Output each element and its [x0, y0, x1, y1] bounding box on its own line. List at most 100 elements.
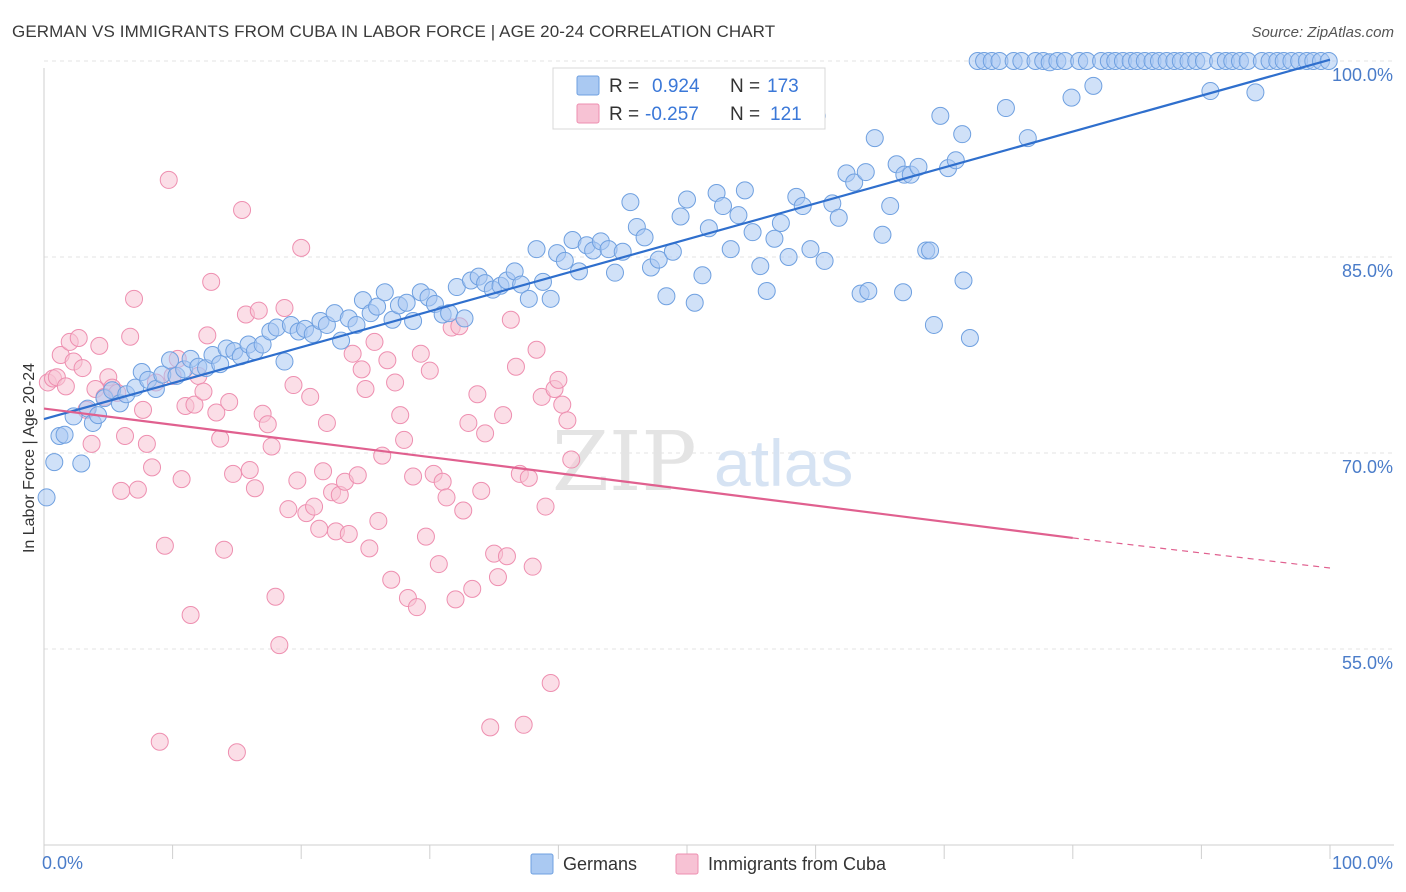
cuba-point-82: [391, 406, 410, 425]
german-point-113: [845, 173, 864, 192]
cuba-point-52: [262, 437, 281, 456]
cuba-point-31: [172, 470, 191, 489]
cuba-point-12: [90, 336, 109, 355]
x-tick-label-min: 0.0%: [42, 853, 83, 873]
cuba-point-71: [343, 344, 362, 363]
german-point-71: [541, 289, 560, 308]
cuba-point-83: [395, 430, 414, 449]
german-point-73: [555, 251, 574, 270]
german-point-99: [743, 223, 762, 242]
chart-title: GERMAN VS IMMIGRANTS FROM CUBA IN LABOR …: [12, 22, 776, 41]
german-point-68: [519, 289, 538, 308]
german-point-102: [765, 229, 784, 248]
cuba-point-20: [125, 289, 144, 308]
legend-swatch-cuba: [576, 103, 600, 124]
german-point-115: [859, 281, 878, 300]
cuba-point-121: [558, 411, 577, 430]
cuba-point-19: [121, 327, 140, 346]
bottom-legend-swatch-germans: [530, 853, 554, 875]
cuba-point-81: [386, 373, 405, 392]
cuba-point-88: [416, 527, 435, 546]
german-point-125: [931, 106, 950, 125]
cuba-point-72: [348, 466, 367, 485]
cuba-point-73: [352, 360, 371, 379]
german-point-111: [829, 208, 848, 227]
cuba-point-79: [378, 351, 397, 370]
cuba-point-48: [245, 479, 264, 498]
cuba-point-18: [116, 427, 135, 446]
cuba-point-89: [420, 361, 439, 380]
german-point-134: [996, 99, 1015, 118]
cuba-point-24: [143, 458, 162, 477]
german-point-80: [605, 263, 624, 282]
german-point-146: [1084, 76, 1103, 95]
german-point-89: [671, 207, 690, 226]
cuba-point-98: [459, 413, 478, 432]
cuba-point-97: [454, 501, 473, 520]
german-point-97: [729, 206, 748, 225]
german-point-84: [635, 228, 654, 247]
german-point-168: [1246, 83, 1265, 102]
legend-n-value-germans: 173: [767, 76, 799, 97]
german-point-59: [455, 309, 474, 328]
cuba-points: [38, 170, 581, 762]
german-point-129: [960, 329, 979, 348]
legend-n-label-germans: N =: [730, 76, 760, 97]
cuba-point-37: [198, 326, 217, 345]
cuba-point-61: [301, 387, 320, 406]
legend-n-value-cuba: 121: [770, 104, 802, 125]
german-point-100: [751, 257, 770, 276]
cuba-point-38: [202, 272, 221, 291]
cuba-point-117: [541, 673, 560, 692]
cuba-point-28: [159, 170, 178, 189]
german-point-107: [801, 240, 820, 259]
cuba-point-43: [224, 464, 243, 483]
german-point-69: [527, 240, 546, 259]
cuba-point-109: [506, 357, 525, 376]
cuba-point-22: [134, 400, 153, 419]
cuba-point-33: [181, 606, 200, 625]
cuba-point-102: [476, 424, 495, 443]
german-point-91: [685, 293, 704, 312]
cuba-point-116: [536, 497, 555, 516]
cuba-point-108: [501, 310, 520, 329]
bottom-legend-swatch-cuba: [675, 853, 699, 875]
german-point-82: [621, 193, 640, 212]
cuba-point-80: [382, 570, 401, 589]
legend-swatch-germans: [576, 75, 600, 96]
cuba-point-99: [463, 579, 482, 598]
cuba-point-103: [481, 718, 500, 737]
german-point-179: [954, 271, 973, 290]
cuba-point-10: [82, 434, 101, 453]
german-point-143: [1062, 88, 1081, 107]
cuba-point-57: [284, 376, 303, 395]
cuba-point-42: [220, 393, 239, 412]
german-point-44: [347, 315, 366, 334]
cuba-point-49: [249, 301, 268, 320]
legend-r-label-germans: R =: [609, 76, 639, 97]
german-point-1: [45, 453, 64, 472]
legend-n-label-cuba: N =: [730, 104, 760, 125]
cuba-point-58: [288, 471, 307, 490]
german-point-0: [37, 488, 56, 507]
cuba-point-92: [433, 472, 452, 491]
cuba-point-87: [411, 344, 430, 363]
german-point-182: [856, 163, 875, 182]
cuba-point-111: [514, 715, 533, 734]
cuba-point-106: [494, 406, 513, 425]
legend-box: R = 0.924 N = 173 R = -0.257 N = 121: [552, 67, 826, 130]
cuba-point-85: [404, 467, 423, 486]
cuba-point-76: [365, 332, 384, 351]
cuba-point-23: [137, 434, 156, 453]
cuba-point-86: [407, 598, 426, 617]
cuba-point-70: [339, 525, 358, 544]
source-credit: Source: ZipAtlas.com: [1251, 24, 1394, 41]
cuba-point-64: [314, 462, 333, 481]
german-point-87: [657, 287, 676, 306]
cuba-point-7: [69, 329, 88, 348]
axes: [43, 68, 1394, 846]
cuba-point-34: [185, 395, 204, 414]
cuba-point-119: [549, 370, 568, 389]
cuba-point-120: [553, 395, 572, 414]
